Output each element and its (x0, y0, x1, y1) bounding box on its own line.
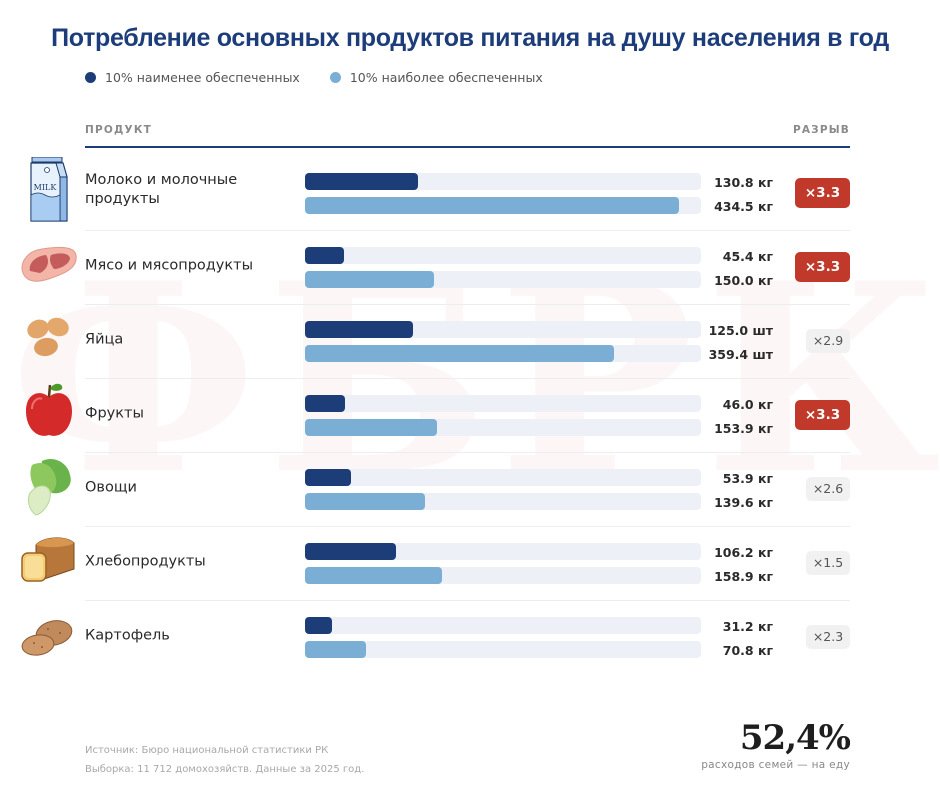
value-label-most: 153.9 кг (714, 421, 773, 436)
product-name: Молоко и молочные продукты (85, 172, 238, 208)
bar-track-least (305, 321, 701, 338)
food-spending-stat: 52,4% расходов семей — на еду (701, 718, 851, 771)
gap-badge: ×3.3 (795, 252, 850, 282)
legend: 10% наименее обеспеченных 10% наиболее о… (85, 70, 543, 85)
legend-dot-icon (85, 72, 96, 83)
bar-track-most (305, 419, 701, 436)
value-label-least: 106.2 кг (714, 545, 773, 560)
product-name: Хлебопродукты (85, 553, 206, 570)
milk-carton-icon: MILK (18, 156, 80, 223)
product-name: Фрукты (85, 405, 144, 422)
gap-badge: ×2.9 (806, 329, 850, 353)
gap-badge: ×1.5 (806, 551, 850, 575)
table-row: MILK Молоко и молочные продукты 130.8 кг… (0, 156, 940, 231)
bar-least-provided (305, 469, 352, 486)
product-name: Картофель (85, 627, 170, 644)
row-divider (85, 230, 850, 231)
potato-icon (18, 601, 80, 667)
value-label-least: 53.9 кг (722, 471, 773, 486)
value-label-least: 31.2 кг (722, 619, 773, 634)
value-label-most: 359.4 шт (708, 347, 773, 362)
legend-label: 10% наиболее обеспеченных (349, 70, 543, 85)
bar-track-most (305, 567, 701, 584)
gap-badge: ×2.6 (806, 477, 850, 501)
gap-badge: ×3.3 (795, 178, 850, 208)
table-row: Овощи 53.9 кг 139.6 кг ×2.6 (0, 453, 940, 527)
value-label-least: 46.0 кг (722, 397, 773, 412)
cabbage-icon (18, 453, 80, 519)
apple-icon (18, 379, 80, 445)
bar-track-most (305, 493, 701, 510)
legend-label: 10% наименее обеспеченных (105, 70, 300, 85)
bar-most-provided (305, 641, 366, 658)
table-row: Мясо и мясопродукты 45.4 кг 150.0 кг ×3.… (0, 231, 940, 305)
value-label-most: 434.5 кг (714, 199, 773, 214)
svg-text:MILK: MILK (34, 183, 58, 192)
bar-most-provided (305, 419, 438, 436)
bar-most-provided (305, 197, 680, 214)
bar-most-provided (305, 493, 426, 510)
bar-least-provided (305, 173, 418, 190)
value-label-most: 139.6 кг (714, 495, 773, 510)
value-label-least: 125.0 шт (708, 323, 773, 338)
bar-least-provided (305, 247, 345, 264)
bar-track-most (305, 641, 701, 658)
value-label-most: 158.9 кг (714, 569, 773, 584)
source-note: Источник: Бюро национальной статистики Р… (85, 745, 329, 756)
bar-track-most (305, 271, 701, 288)
bar-most-provided (305, 345, 615, 362)
product-rows: MILK Молоко и молочные продукты 130.8 кг… (0, 156, 940, 675)
value-label-least: 130.8 кг (714, 175, 773, 190)
table-row: Яйца 125.0 шт 359.4 шт ×2.9 (0, 305, 940, 379)
table-row: Фрукты 46.0 кг 153.9 кг ×3.3 (0, 379, 940, 453)
bar-track-least (305, 247, 701, 264)
row-divider (85, 600, 850, 601)
gap-badge: ×3.3 (795, 400, 850, 430)
bar-least-provided (305, 321, 413, 338)
table-row: Хлебопродукты 106.2 кг 158.9 кг ×1.5 (0, 527, 940, 601)
stat-caption: расходов семей — на еду (701, 759, 850, 771)
row-divider (85, 378, 850, 379)
bar-track-least (305, 469, 701, 486)
meat-steak-icon (18, 231, 80, 297)
column-header-product: ПРОДУКТ (85, 124, 153, 136)
row-divider (85, 304, 850, 305)
bar-track-least (305, 395, 701, 412)
table-header: ПРОДУКТ РАЗРЫВ (85, 122, 850, 148)
sample-note: Выборка: 11 712 домохозяйств. Данные за … (85, 764, 365, 775)
bread-icon (18, 527, 80, 593)
legend-item-least-provided: 10% наименее обеспеченных (85, 70, 300, 85)
table-row: Картофель 31.2 кг 70.8 кг ×2.3 (0, 601, 940, 675)
row-divider (85, 452, 850, 453)
footer-notes: Источник: Бюро национальной статистики Р… (85, 741, 364, 779)
eggs-icon (18, 305, 80, 371)
value-label-least: 45.4 кг (722, 249, 773, 264)
bar-most-provided (305, 567, 442, 584)
bar-track-least (305, 173, 701, 190)
row-divider (85, 526, 850, 527)
bar-track-most (305, 345, 701, 362)
bar-least-provided (305, 395, 345, 412)
legend-item-most-provided: 10% наиболее обеспеченных (329, 70, 543, 85)
gap-badge: ×2.3 (806, 625, 850, 649)
bar-least-provided (305, 617, 332, 634)
column-header-gap: РАЗРЫВ (792, 124, 850, 136)
value-label-most: 70.8 кг (722, 643, 773, 658)
product-name: Овощи (85, 479, 137, 496)
bar-track-least (305, 543, 701, 560)
stat-value: 52,4% (739, 718, 851, 758)
legend-dot-icon (329, 72, 341, 83)
chart-title: Потребление основных продуктов питания н… (51, 24, 889, 52)
bar-least-provided (305, 543, 397, 560)
value-label-most: 150.0 кг (714, 273, 773, 288)
bar-track-most (305, 197, 701, 214)
product-name: Мясо и мясопродукты (85, 257, 254, 274)
product-name: Яйца (85, 331, 124, 348)
bar-most-provided (305, 271, 435, 288)
bar-track-least (305, 617, 701, 634)
